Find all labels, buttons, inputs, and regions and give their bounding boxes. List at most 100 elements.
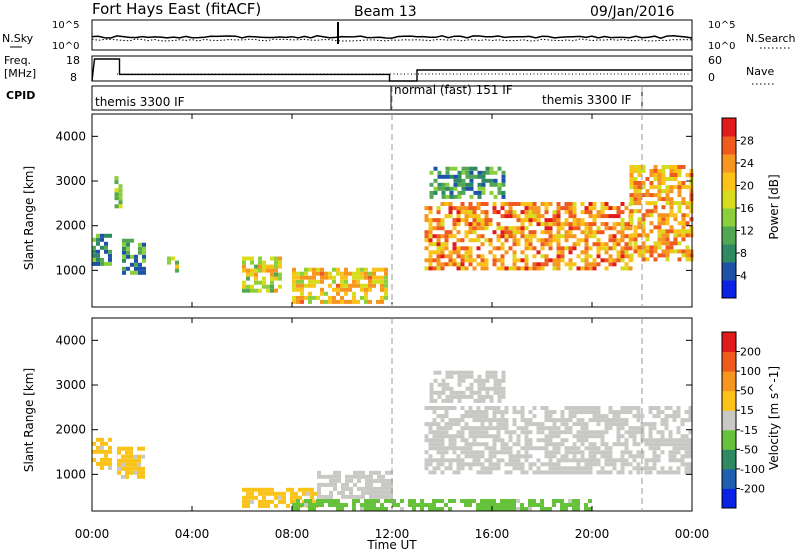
heatmap-cell bbox=[122, 242, 126, 247]
heatmap-cell bbox=[488, 470, 493, 475]
heatmap-cell bbox=[369, 486, 373, 491]
heatmap-cell bbox=[628, 450, 633, 455]
heatmap-cell bbox=[126, 238, 130, 243]
heatmap-cell bbox=[568, 246, 573, 251]
heatmap-cell bbox=[520, 414, 525, 419]
heatmap-cell bbox=[640, 422, 645, 427]
heatmap-cell bbox=[329, 482, 333, 487]
heatmap-cell bbox=[544, 238, 549, 243]
heatmap-cell bbox=[620, 418, 625, 423]
heatmap-cell bbox=[580, 410, 585, 415]
heatmap-cell bbox=[452, 262, 457, 267]
heatmap-cell bbox=[657, 213, 662, 218]
heatmap-cell bbox=[372, 499, 376, 503]
heatmap-cell bbox=[536, 426, 541, 431]
heatmap-cell bbox=[389, 470, 393, 475]
heatmap-cell bbox=[489, 182, 494, 187]
heatmap-cell bbox=[484, 466, 489, 471]
cpid-segment-2: normal (fast) 151 IF bbox=[394, 83, 513, 97]
heatmap-cell bbox=[473, 378, 478, 383]
heatmap-cell bbox=[480, 266, 485, 271]
heatmap-cell bbox=[496, 438, 501, 443]
heatmap-cell bbox=[286, 487, 290, 492]
heatmap-cell bbox=[476, 202, 481, 206]
heatmap-cell bbox=[448, 499, 452, 503]
heatmap-cell bbox=[320, 271, 324, 276]
heatmap-cell bbox=[372, 271, 376, 276]
heatmap-cell bbox=[118, 188, 123, 193]
heatmap-cell bbox=[624, 410, 629, 415]
heatmap-cell bbox=[596, 414, 601, 419]
heatmap-cell bbox=[660, 438, 665, 443]
heatmap-cell bbox=[424, 450, 429, 455]
heatmap-cell bbox=[384, 267, 388, 272]
heatmap-cell bbox=[629, 233, 634, 238]
heatmap-cell bbox=[270, 264, 274, 269]
heatmap-cell bbox=[628, 462, 633, 467]
heatmap-cell bbox=[368, 499, 372, 503]
heatmap-cell bbox=[512, 454, 517, 459]
heatmap-cell bbox=[464, 218, 469, 223]
heatmap-cell bbox=[592, 222, 597, 227]
heatmap-cell bbox=[624, 246, 629, 251]
heatmap-cell bbox=[685, 221, 690, 226]
heatmap-cell bbox=[669, 197, 674, 202]
heatmap-cell bbox=[568, 426, 573, 431]
heatmap-cell bbox=[436, 507, 440, 511]
heatmap-cell bbox=[310, 491, 314, 496]
heatmap-cell bbox=[536, 430, 541, 435]
heatmap-cell bbox=[673, 249, 678, 254]
heatmap-cell bbox=[329, 490, 333, 495]
heatmap-cell bbox=[464, 462, 469, 467]
heatmap-cell bbox=[688, 430, 693, 435]
heatmap-cell bbox=[536, 438, 541, 443]
heatmap-cell bbox=[685, 257, 690, 262]
colorbar-tick-label: 20 bbox=[740, 180, 754, 193]
heatmap-cell bbox=[444, 242, 449, 247]
heatmap-cell bbox=[520, 222, 525, 227]
heatmap-cell bbox=[472, 462, 477, 467]
heatmap-cell bbox=[608, 446, 613, 451]
heatmap-cell bbox=[436, 430, 441, 435]
heatmap-cell bbox=[633, 177, 638, 181]
heatmap-cell bbox=[445, 186, 450, 191]
heatmap-cell bbox=[645, 189, 650, 194]
heatmap-cell bbox=[444, 234, 449, 239]
heatmap-cell bbox=[548, 507, 552, 511]
heatmap-cell bbox=[556, 226, 561, 231]
heatmap-cell bbox=[664, 406, 669, 410]
heatmap-cell bbox=[641, 249, 646, 254]
heatmap-cell bbox=[676, 414, 681, 419]
heatmap-cell bbox=[372, 275, 376, 280]
heatmap-cell bbox=[657, 225, 662, 230]
heatmap-cell bbox=[604, 202, 609, 206]
heatmap-cell bbox=[440, 426, 445, 431]
heatmap-cell bbox=[556, 430, 561, 435]
heatmap-cell bbox=[592, 434, 597, 439]
heatmap-cell bbox=[278, 256, 282, 261]
heatmap-cell bbox=[296, 287, 300, 292]
freq-tick-bottom: 8 bbox=[70, 71, 77, 84]
heatmap-cell bbox=[428, 446, 433, 451]
heatmap-cell bbox=[668, 442, 673, 447]
heatmap-cell bbox=[96, 249, 100, 254]
heatmap-cell bbox=[584, 266, 589, 271]
heatmap-cell bbox=[424, 230, 429, 235]
heatmap-cell bbox=[130, 270, 134, 275]
heatmap-cell bbox=[528, 438, 533, 443]
heatmap-cell bbox=[504, 210, 509, 215]
heatmap-cell bbox=[476, 442, 481, 447]
heatmap-cell bbox=[125, 462, 129, 467]
heatmap-cell bbox=[460, 414, 465, 419]
heatmap-cell bbox=[677, 229, 682, 234]
heatmap-cell bbox=[552, 462, 557, 467]
heatmap-cell bbox=[568, 499, 572, 503]
heatmap-cell bbox=[673, 213, 678, 218]
heatmap-cell bbox=[468, 499, 472, 503]
heatmap-cell bbox=[452, 434, 457, 439]
heatmap-cell bbox=[337, 474, 341, 479]
heatmap-cell bbox=[564, 238, 569, 243]
heatmap-cell bbox=[560, 418, 565, 423]
heatmap-cell bbox=[167, 256, 171, 261]
heatmap-cell bbox=[544, 454, 549, 459]
